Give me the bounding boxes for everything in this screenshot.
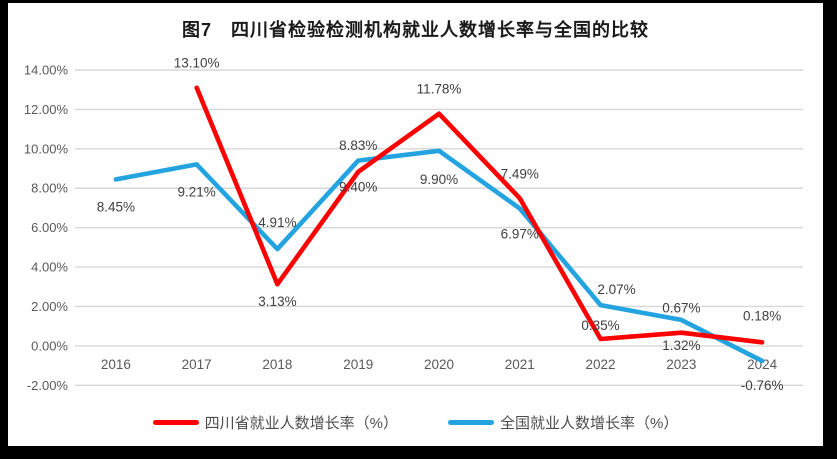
data-label-national: -0.76% bbox=[741, 378, 784, 393]
chart-title: 图7 四川省检验检测机构就业人数增长率与全国的比较 bbox=[181, 20, 649, 40]
y-axis-tick-label: 10.00% bbox=[24, 141, 69, 156]
data-label-sichuan: 7.49% bbox=[501, 166, 539, 181]
y-axis-tick-label: 4.00% bbox=[31, 260, 68, 275]
legend-line-swatch-blue bbox=[448, 420, 494, 425]
legend-line-swatch-red bbox=[152, 420, 199, 425]
y-axis-tick-label: 0.00% bbox=[31, 338, 68, 353]
data-label-sichuan: 0.67% bbox=[662, 301, 700, 316]
x-axis-tick-label: 2024 bbox=[747, 357, 778, 372]
x-axis-tick-label: 2021 bbox=[505, 357, 535, 372]
x-axis-tick-label: 2022 bbox=[586, 357, 616, 372]
x-axis-tick-label: 2020 bbox=[424, 357, 454, 372]
chart-legend: 四川省就业人数增长率（%） 全国就业人数增长率（%） bbox=[8, 412, 823, 433]
y-axis-tick-label: 14.00% bbox=[24, 63, 69, 78]
x-axis-tick-label: 2018 bbox=[262, 357, 292, 372]
data-label-sichuan: 13.10% bbox=[174, 56, 220, 71]
data-label-national: 4.91% bbox=[258, 215, 296, 230]
legend-item-national: 全国就业人数增长率（%） bbox=[448, 412, 678, 433]
y-axis-tick-label: -2.00% bbox=[27, 378, 69, 393]
data-label-national: 8.45% bbox=[97, 199, 135, 214]
series-line-national bbox=[113, 148, 765, 364]
data-label-sichuan: 0.35% bbox=[581, 318, 619, 333]
data-label-national: 9.90% bbox=[420, 172, 458, 187]
x-axis-tick-label: 2017 bbox=[182, 357, 212, 372]
legend-item-sichuan: 四川省就业人数增长率（%） bbox=[152, 412, 398, 433]
y-axis-tick-label: 6.00% bbox=[31, 220, 68, 235]
x-axis-tick-label: 2019 bbox=[343, 357, 373, 372]
data-label-sichuan: 11.78% bbox=[417, 82, 462, 97]
y-axis-tick-label: 8.00% bbox=[31, 181, 68, 196]
line-chart-plot-area: 14.00% 12.00% 10.00% 8.00% 6.00% 4.00% 2.00% 0.… bbox=[24, 56, 803, 393]
data-label-sichuan: 0.18% bbox=[743, 308, 781, 323]
x-axis-tick-label: 2016 bbox=[101, 357, 131, 372]
y-axis-tick-label: 12.00% bbox=[24, 102, 69, 117]
series-line-sichuan bbox=[194, 85, 765, 345]
data-label-national: 9.21% bbox=[178, 184, 216, 199]
data-label-national: 6.97% bbox=[501, 227, 539, 242]
y-axis-tick-label: 2.00% bbox=[31, 299, 68, 314]
legend-label-sichuan: 四川省就业人数增长率（%） bbox=[204, 415, 398, 432]
data-label-national: 1.32% bbox=[662, 338, 700, 353]
legend-label-national: 全国就业人数增长率（%） bbox=[500, 415, 679, 432]
data-label-sichuan: 8.83% bbox=[339, 138, 377, 153]
data-label-national: 2.07% bbox=[597, 282, 635, 297]
chart-panel: 图7 四川省检验检测机构就业人数增长率与全国的比较 14.00% 12.00% 10… bbox=[8, 3, 823, 446]
data-label-sichuan: 3.13% bbox=[258, 294, 296, 309]
x-axis-tick-label: 2023 bbox=[666, 357, 696, 372]
data-label-national: 9.40% bbox=[339, 180, 377, 195]
